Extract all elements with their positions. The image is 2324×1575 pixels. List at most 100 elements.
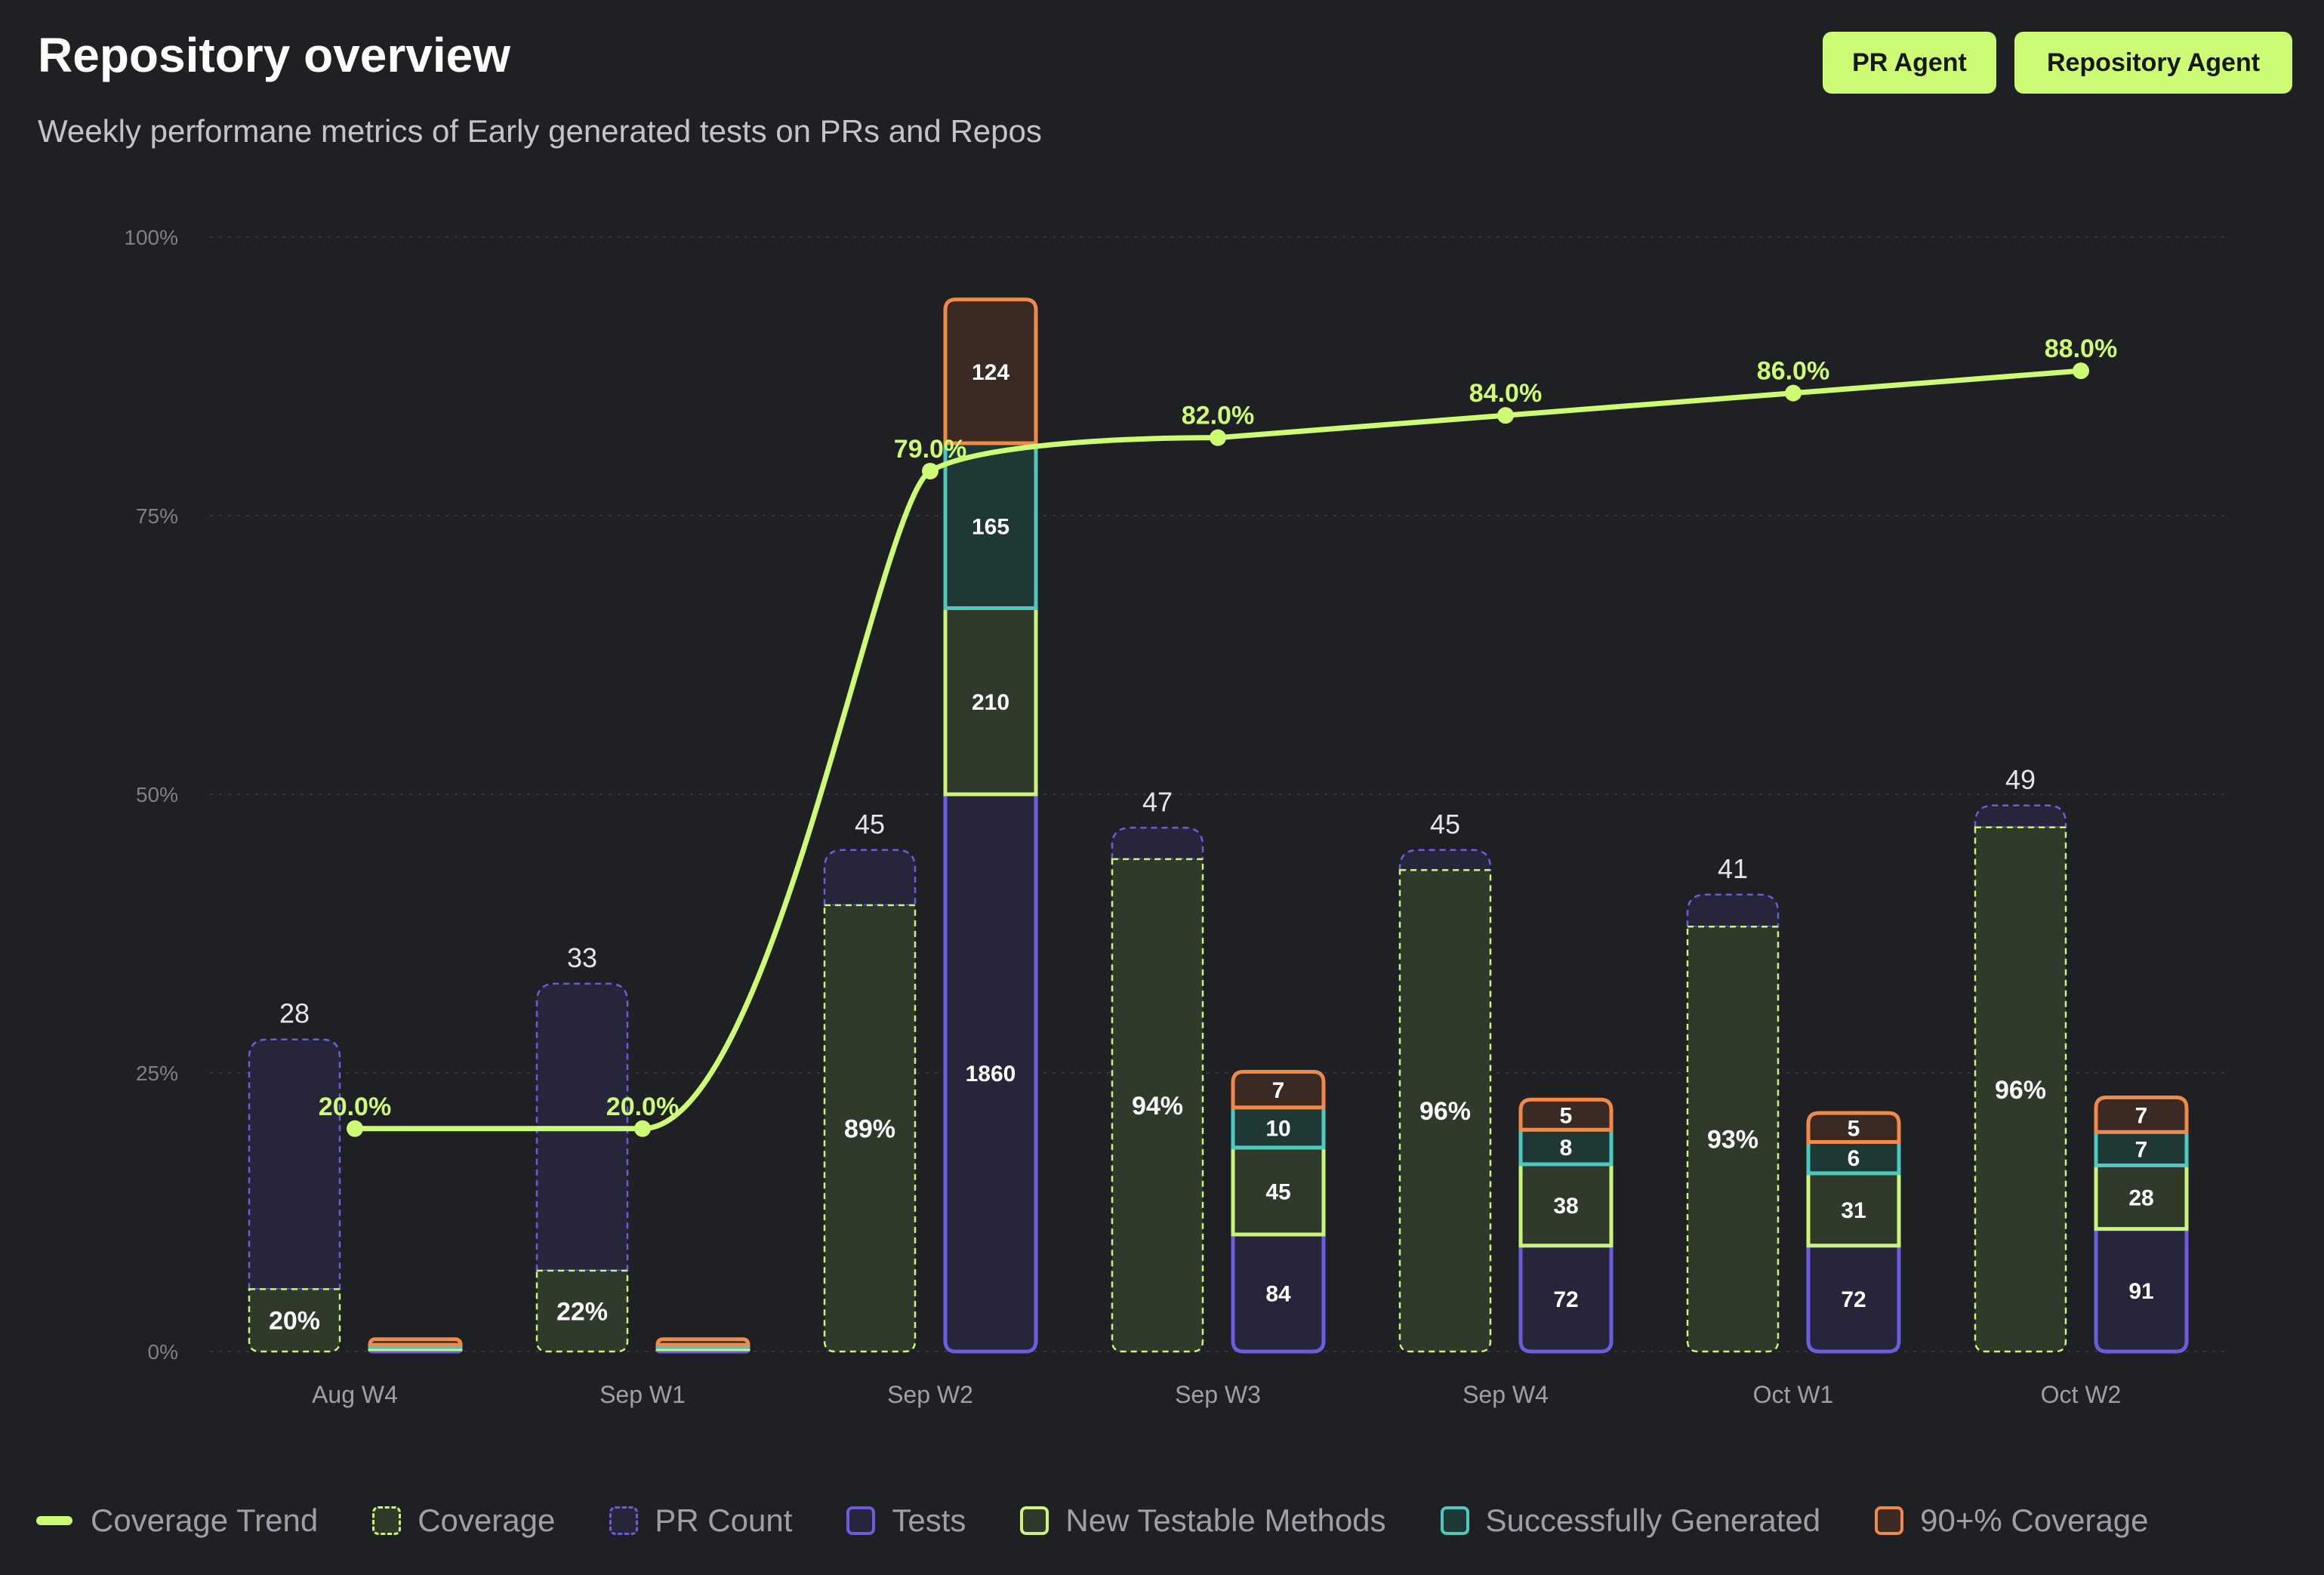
coverage-bar — [1398, 869, 1492, 1353]
legend-label: Coverage Trend — [91, 1503, 319, 1538]
coverage-trend-point — [1785, 384, 1802, 402]
stack-segment-tests — [2094, 1227, 2189, 1354]
stack-value-label: 1860 — [966, 1062, 1016, 1086]
coverage-trend-point — [347, 1120, 363, 1137]
legend-swatch — [609, 1506, 639, 1535]
coverage-bar — [1974, 826, 2067, 1353]
coverage-trend-point — [1210, 429, 1226, 446]
page-title: Repository overview — [38, 28, 510, 82]
legend-label: PR Count — [655, 1503, 793, 1538]
pr-count-label: 45 — [855, 809, 885, 840]
legend-line-swatch — [36, 1516, 72, 1525]
y-tick-label: 75% — [136, 504, 178, 528]
repository-chart: 0% 25% 50% 75% 100% 28 20% Aug W4 33 22% Sep W1 45 8… — [124, 226, 2227, 1408]
legend-label: Tests — [892, 1503, 966, 1538]
stack-segment-tests — [1231, 1232, 1326, 1354]
stack-segment-90-coverage — [2094, 1095, 2189, 1134]
stack-segment-90-coverage — [1231, 1070, 1326, 1110]
stack-value-label: 124 — [972, 360, 1009, 385]
stack-segment-90-coverage — [943, 297, 1038, 445]
stack-value-label: 45 — [1265, 1179, 1290, 1204]
coverage-bar — [1686, 925, 1780, 1353]
x-tick-label: Oct W1 — [1753, 1381, 1834, 1408]
coverage-trend-point — [1497, 407, 1514, 424]
y-tick-label: 100% — [124, 226, 178, 249]
stack-segment-90-coverage — [1518, 1097, 1614, 1132]
pr-agent-button[interactable]: PR Agent — [1823, 32, 1996, 94]
x-tick-label: Sep W1 — [599, 1381, 686, 1408]
legend-coverage-trend[interactable]: Coverage Trend — [36, 1503, 318, 1539]
stack-segment-tests — [1806, 1244, 1901, 1354]
legend-successfully-generated[interactable]: Successfully Generated — [1440, 1503, 1821, 1539]
x-tick-label: Sep W3 — [1175, 1381, 1261, 1408]
legend-90-coverage[interactable]: 90+% Coverage — [1875, 1503, 2149, 1539]
legend-tests[interactable]: Tests — [846, 1503, 966, 1539]
stack-value-label: 7 — [2135, 1137, 2148, 1162]
stack-value-label: 91 — [2128, 1279, 2153, 1304]
legend-pr-count[interactable]: PR Count — [609, 1503, 792, 1539]
repository-agent-button[interactable]: Repository Agent — [2014, 32, 2292, 94]
y-tick-label: 50% — [136, 783, 178, 806]
coverage-trend-label: 84.0% — [1469, 379, 1542, 408]
coverage-label: 89% — [844, 1114, 895, 1143]
x-tick-label: Sep W2 — [887, 1381, 973, 1408]
stack-value-label: 7 — [2135, 1103, 2148, 1128]
stack-segment-tests — [1518, 1244, 1614, 1354]
coverage-trend-line — [352, 368, 2084, 1132]
coverage-label: 96% — [1995, 1076, 2046, 1105]
legend-label: Successfully Generated — [1485, 1503, 1821, 1538]
x-tick-label: Oct W2 — [2041, 1381, 2122, 1408]
pr-count-bar — [823, 849, 917, 907]
legend-coverage[interactable]: Coverage — [372, 1503, 555, 1539]
chart-legend: Coverage Trend Coverage PR Count Tests N… — [36, 1503, 2149, 1539]
pr-count-bar — [1398, 849, 1492, 871]
stack-segment-90-coverage — [655, 1337, 751, 1347]
legend-swatch — [1020, 1506, 1049, 1535]
pr-count-label: 41 — [1718, 853, 1748, 884]
legend-swatch — [372, 1506, 402, 1535]
coverage-trend-label: 82.0% — [1182, 402, 1254, 430]
x-tick-label: Aug W4 — [312, 1381, 398, 1408]
stack-value-label: 210 — [972, 690, 1009, 715]
legend-swatch — [1440, 1506, 1469, 1535]
pr-count-label: 49 — [2005, 764, 2036, 795]
pr-count-label: 33 — [567, 942, 597, 973]
coverage-label: 22% — [556, 1297, 608, 1326]
legend-label: New Testable Methods — [1065, 1503, 1386, 1538]
stack-value-label: 31 — [1841, 1198, 1866, 1223]
stack-value-label: 7 — [1272, 1078, 1285, 1103]
stack-value-label: 72 — [1841, 1287, 1866, 1312]
coverage-trend-point — [922, 462, 939, 479]
coverage-trend-label: 20.0% — [606, 1093, 679, 1121]
legend-swatch — [846, 1506, 876, 1535]
pr-count-bar — [1686, 893, 1780, 928]
y-tick-label: 0% — [148, 1340, 178, 1364]
stack-value-label: 28 — [2128, 1186, 2153, 1211]
legend-label: Coverage — [418, 1503, 556, 1538]
coverage-trend-label: 88.0% — [2045, 334, 2117, 363]
coverage-trend-point — [2073, 362, 2089, 380]
pr-count-bar — [248, 1038, 341, 1290]
legend-new-testable-methods[interactable]: New Testable Methods — [1020, 1503, 1386, 1539]
coverage-bar — [1111, 858, 1204, 1353]
stack-value-label: 6 — [1848, 1146, 1860, 1171]
coverage-bar — [823, 904, 917, 1353]
stack-value-label: 5 — [1560, 1103, 1573, 1128]
coverage-label: 96% — [1419, 1097, 1471, 1126]
stack-value-label: 72 — [1553, 1287, 1578, 1312]
legend-label: 90+% Coverage — [1920, 1503, 2149, 1538]
pr-count-bar — [1974, 804, 2067, 828]
stack-value-label: 10 — [1265, 1116, 1290, 1141]
coverage-trend-label: 20.0% — [319, 1093, 391, 1121]
y-tick-label: 25% — [136, 1062, 178, 1085]
coverage-label: 93% — [1707, 1126, 1758, 1154]
pr-count-label: 45 — [1430, 809, 1460, 840]
coverage-trend-label: 86.0% — [1757, 357, 1829, 386]
pr-count-label: 47 — [1142, 786, 1173, 817]
coverage-label: 94% — [1132, 1092, 1183, 1120]
page-subtitle: Weekly performane metrics of Early gener… — [38, 113, 1042, 149]
stack-value-label: 5 — [1848, 1116, 1860, 1141]
x-tick-label: Sep W4 — [1463, 1381, 1549, 1408]
pr-count-label: 28 — [279, 998, 310, 1029]
coverage-bar — [248, 1288, 341, 1353]
